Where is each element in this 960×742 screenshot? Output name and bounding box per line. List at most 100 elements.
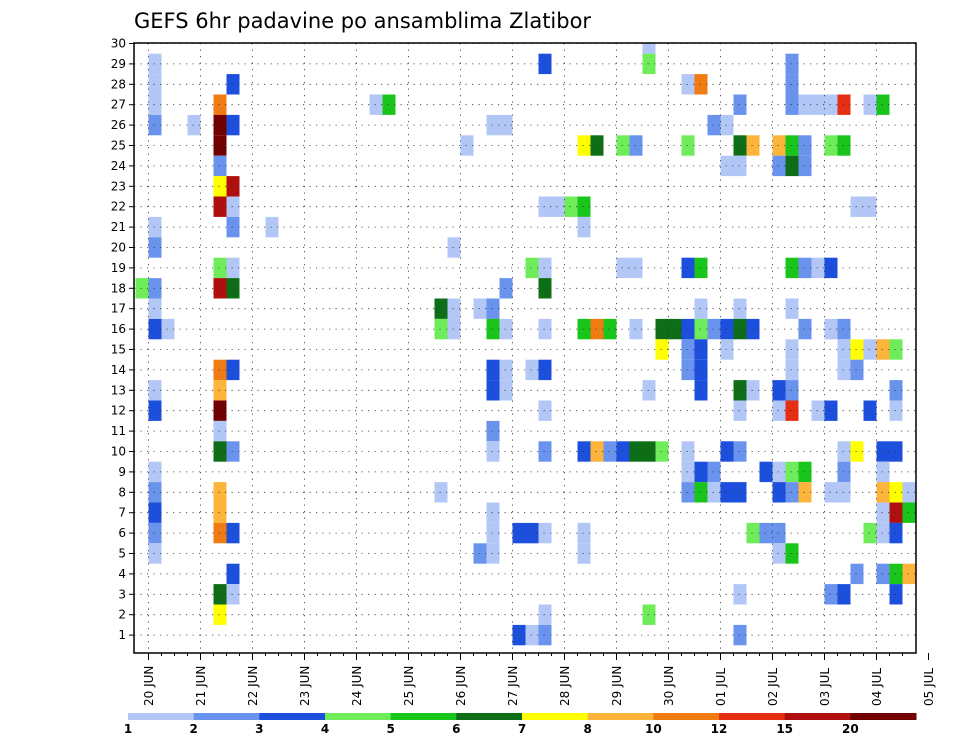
- heatmap-cell: [733, 155, 747, 177]
- colorbar-swatch: [259, 713, 326, 720]
- heatmap-cell: [733, 441, 747, 462]
- heatmap-cell: [850, 441, 864, 462]
- heatmap-cell: [213, 155, 227, 177]
- heatmap-cell: [538, 441, 552, 462]
- heatmap-cell: [538, 278, 552, 299]
- heatmap-cell: [889, 400, 903, 421]
- heatmap-cell: [213, 257, 227, 279]
- x-tick-label: 21 JUN: [194, 666, 208, 706]
- heatmap-cell: [889, 502, 903, 523]
- heatmap-cell: [876, 482, 890, 503]
- heatmap-cell: [486, 298, 500, 319]
- heatmap-cell: [785, 53, 799, 75]
- heatmap-cell: [486, 380, 500, 401]
- heatmap-cell: [148, 237, 162, 258]
- heatmap-cell: [460, 135, 474, 156]
- heatmap-cell: [655, 339, 669, 360]
- heatmap-cell: [863, 196, 877, 217]
- y-tick-label: 7: [118, 506, 126, 520]
- y-tick-label: 23: [111, 179, 126, 193]
- colorbar-label: 4: [321, 722, 329, 736]
- heatmap-cell: [486, 318, 500, 340]
- x-tick-label: 20 JUN: [142, 666, 156, 706]
- heatmap-cell: [148, 380, 162, 401]
- heatmap-cell: [824, 135, 838, 156]
- x-tick-label: 05 JUL: [922, 668, 936, 706]
- x-tick-label: 29 JUN: [610, 666, 624, 706]
- heatmap-cell: [629, 257, 643, 279]
- heatmap-cell: [824, 257, 838, 279]
- heatmap-cell: [707, 318, 721, 340]
- heatmap-cell: [837, 482, 851, 503]
- heatmap-cell: [850, 196, 864, 217]
- colorbar-swatch: [522, 713, 589, 720]
- colorbar-label: 7: [518, 722, 526, 736]
- heatmap-cell: [538, 624, 552, 646]
- heatmap-cell: [850, 339, 864, 360]
- heatmap-cell: [486, 502, 500, 523]
- y-tick-label: 4: [118, 567, 126, 581]
- heatmap-cell: [538, 604, 552, 625]
- heatmap-cell: [148, 502, 162, 523]
- heatmap-cell: [369, 94, 383, 115]
- heatmap-cell: [902, 482, 916, 503]
- heatmap-cell: [720, 155, 734, 177]
- heatmap-cell: [759, 461, 773, 483]
- heatmap-cell: [850, 563, 864, 585]
- heatmap-cell: [798, 94, 812, 115]
- heatmap-cell: [785, 359, 799, 381]
- heatmap-cell: [681, 482, 695, 503]
- colorbar-label: 10: [645, 722, 662, 736]
- heatmap-cell: [213, 522, 227, 544]
- y-tick-label: 14: [111, 363, 126, 377]
- x-tick-label: 01 JUL: [714, 668, 728, 706]
- heatmap-cell: [733, 482, 747, 503]
- heatmap-cell: [863, 339, 877, 360]
- y-tick-label: 8: [118, 485, 126, 499]
- heatmap-cell: [226, 176, 240, 197]
- heatmap-cell: [655, 441, 669, 462]
- heatmap-cell: [681, 359, 695, 381]
- heatmap-cell: [629, 318, 643, 340]
- colorbar: 1 2 3 4 5 6 7 8 10 12 15 20: [124, 713, 917, 736]
- heatmap-cell: [694, 257, 708, 279]
- heatmap-cell: [707, 114, 721, 136]
- heatmap-cell: [226, 278, 240, 299]
- y-tick-label: 18: [111, 281, 126, 295]
- heatmap-cell: [226, 196, 240, 217]
- x-tick-label: 03 JUL: [818, 668, 832, 706]
- heatmap-cell: [824, 318, 838, 340]
- heatmap-cell: [824, 584, 838, 605]
- heatmap-cell: [486, 420, 500, 442]
- heatmap-cell: [772, 380, 786, 401]
- x-tick-label: 28 JUN: [558, 666, 572, 706]
- heatmap-cell: [785, 155, 799, 177]
- heatmap-cell: [720, 318, 734, 340]
- heatmap-cell: [746, 380, 760, 401]
- y-tick-label: 25: [111, 139, 126, 153]
- colorbar-label: 2: [189, 722, 197, 736]
- colorbar-label: 3: [255, 722, 263, 736]
- colorbar-swatch: [390, 713, 457, 720]
- y-tick-label: 15: [111, 343, 126, 357]
- heatmap-cell: [213, 135, 227, 156]
- heatmap-cell: [811, 400, 825, 421]
- heatmap-cell: [863, 94, 877, 115]
- heatmap-cell: [824, 400, 838, 421]
- heatmap-cell: [603, 318, 617, 340]
- heatmap-cell: [837, 359, 851, 381]
- heatmap-cell: [772, 522, 786, 544]
- heatmap-cell: [772, 461, 786, 483]
- heatmap-cell: [785, 339, 799, 360]
- plot-frame: [133, 42, 917, 654]
- heatmap-cell: [226, 359, 240, 381]
- heatmap-cell: [447, 237, 461, 258]
- heatmap-cell: [681, 461, 695, 483]
- heatmap-cell: [824, 94, 838, 115]
- heatmap-cell: [382, 94, 396, 115]
- heatmap-cell: [551, 196, 565, 217]
- heatmap-cell: [590, 135, 604, 156]
- heatmap-cell: [512, 522, 526, 544]
- heatmap-cell: [473, 543, 487, 564]
